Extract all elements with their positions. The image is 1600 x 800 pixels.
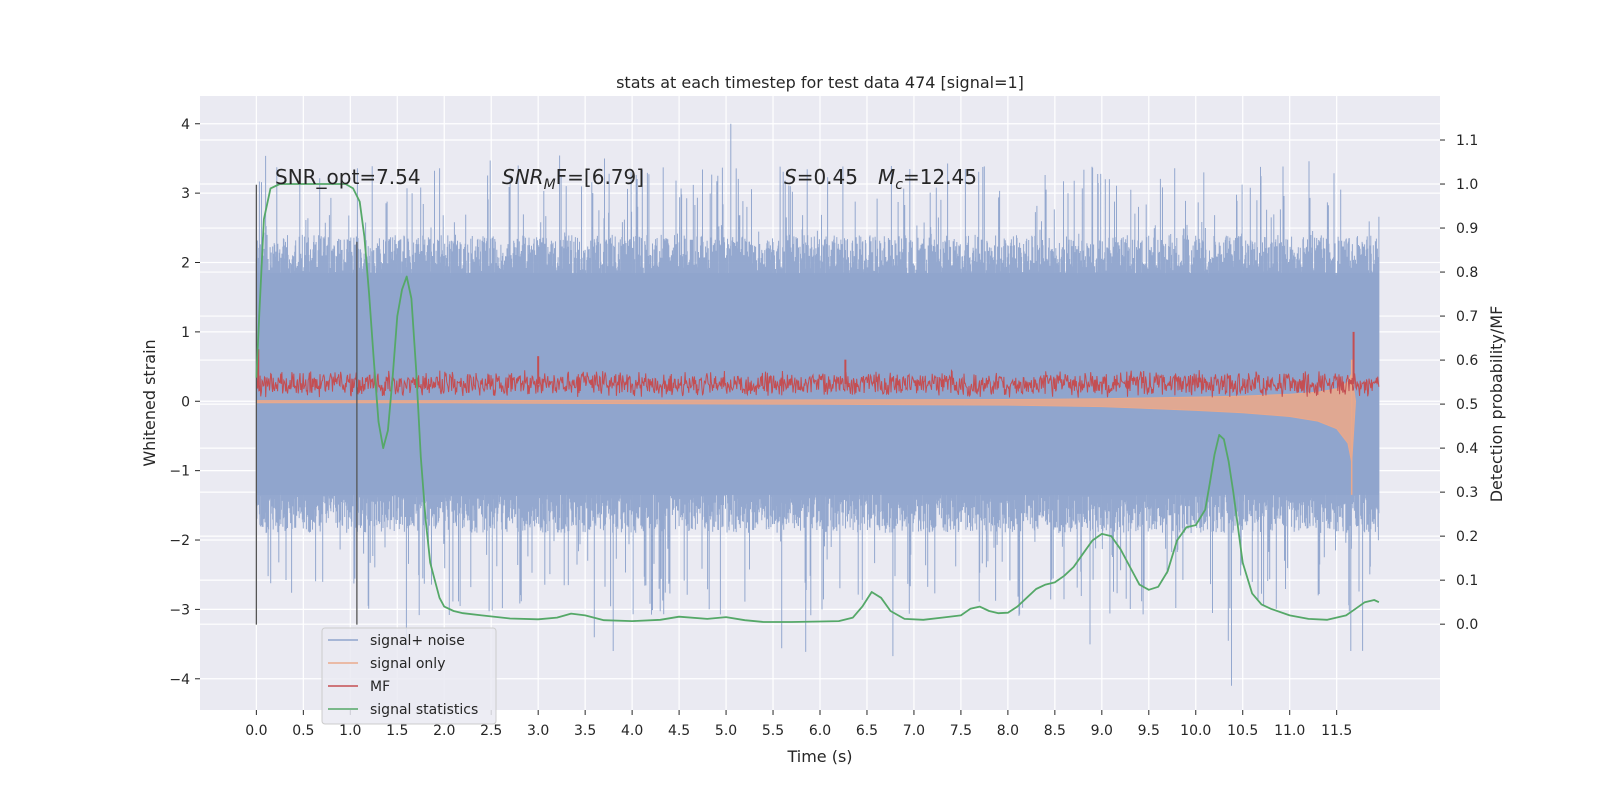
x-tick-label: 1.0 bbox=[339, 723, 361, 739]
y-tick-label-left: −1 bbox=[169, 464, 190, 480]
x-tick-label: 2.5 bbox=[480, 723, 502, 739]
x-tick-label: 7.5 bbox=[950, 723, 972, 739]
legend: signal+ noise signal only MF signal stat… bbox=[321, 627, 497, 725]
signal-statistics-series bbox=[255, 183, 1380, 623]
y-tick-label-right: 0.3 bbox=[1456, 485, 1478, 501]
snr-mf-italic: SNR bbox=[502, 165, 544, 189]
x-tick-label: 11.5 bbox=[1321, 723, 1352, 739]
s-value: =0.45 bbox=[797, 165, 858, 189]
y-tick-label-right: 0.8 bbox=[1456, 265, 1478, 281]
y-tick-label-right: 0.9 bbox=[1456, 221, 1478, 237]
x-tick-label: 5.0 bbox=[715, 723, 737, 739]
signal-statistics-line bbox=[255, 183, 1380, 623]
x-tick-label: 10.5 bbox=[1227, 723, 1258, 739]
snr-mf-value: F=[6.79] bbox=[556, 165, 644, 189]
y-tick-label-left: 1 bbox=[181, 325, 190, 341]
x-tick-label: 7.0 bbox=[903, 723, 925, 739]
x-tick-label: 4.5 bbox=[668, 723, 690, 739]
y-tick-label-left: −3 bbox=[169, 602, 190, 618]
x-tick-label: 11.0 bbox=[1274, 723, 1305, 739]
y-tick-label-right: 0.0 bbox=[1456, 617, 1478, 633]
snr-mf-subscript: M bbox=[544, 177, 556, 193]
mf-series bbox=[255, 331, 1380, 398]
x-tick-label: 3.0 bbox=[527, 723, 549, 739]
y-tick-label-right: 0.1 bbox=[1456, 573, 1478, 589]
legend-label-signal-noise: signal+ noise bbox=[370, 633, 465, 649]
y-tick-label-left: 0 bbox=[181, 394, 190, 410]
y-tick-label-left: −2 bbox=[169, 533, 190, 549]
s-italic: S bbox=[784, 165, 797, 189]
chart-title: stats at each timestep for test data 474… bbox=[616, 73, 1024, 92]
y-tick-label-right: 0.5 bbox=[1456, 397, 1478, 413]
y-tick-label-right: 0.4 bbox=[1456, 441, 1478, 457]
x-tick-label: 4.0 bbox=[621, 723, 643, 739]
x-tick-label: 8.5 bbox=[1044, 723, 1066, 739]
snr-opt-annotation: SNR_opt=7.54 bbox=[275, 165, 421, 189]
x-tick-label: 3.5 bbox=[574, 723, 596, 739]
y-axis-label-left: Whitened strain bbox=[140, 339, 159, 466]
mc-annotation: Mc=12.45 bbox=[878, 165, 977, 193]
y-tick-label-right: 1.0 bbox=[1456, 177, 1478, 193]
y-tick-label-left: −4 bbox=[169, 672, 190, 688]
x-tick-label: 9.0 bbox=[1091, 723, 1113, 739]
y-tick-label-left: 2 bbox=[181, 256, 190, 272]
x-tick-label: 8.0 bbox=[997, 723, 1019, 739]
mf-trace bbox=[255, 369, 1380, 398]
y-tick-label-left: 4 bbox=[181, 117, 190, 133]
legend-label-signal-statistics: signal statistics bbox=[370, 702, 478, 718]
x-tick-label: 2.0 bbox=[433, 723, 455, 739]
mc-italic: M bbox=[878, 165, 895, 189]
y-tick-label-right: 0.6 bbox=[1456, 353, 1478, 369]
vertical-markers bbox=[255, 184, 358, 625]
x-axis-label: Time (s) bbox=[786, 747, 852, 766]
x-tick-label: 9.5 bbox=[1138, 723, 1160, 739]
legend-label-signal-only: signal only bbox=[370, 656, 445, 672]
x-tick-label: 6.0 bbox=[809, 723, 831, 739]
y-axis-label-right: Detection probability/MF bbox=[1487, 306, 1506, 503]
y-tick-label-right: 1.1 bbox=[1456, 133, 1478, 149]
y-tick-label-left: 3 bbox=[181, 186, 190, 202]
x-tick-label: 10.0 bbox=[1180, 723, 1211, 739]
legend-label-mf: MF bbox=[370, 679, 390, 695]
mc-subscript: c bbox=[895, 177, 903, 193]
x-tick-label: 0.0 bbox=[245, 723, 267, 739]
y-tick-label-right: 0.2 bbox=[1456, 529, 1478, 545]
signal-only-chirp bbox=[255, 371, 1357, 463]
snr-mf-annotation: SNRMF=[6.79] bbox=[502, 165, 644, 193]
x-tick-label: 1.5 bbox=[386, 723, 408, 739]
x-tick-label: 6.5 bbox=[856, 723, 878, 739]
legend-box bbox=[321, 627, 497, 725]
y-tick-label-right: 0.7 bbox=[1456, 309, 1478, 325]
x-tick-label: 5.5 bbox=[762, 723, 784, 739]
x-tick-label: 0.5 bbox=[292, 723, 314, 739]
s-annotation: S=0.45 bbox=[784, 165, 858, 189]
tick-labels: 0.0 0.5 1.0 1.5 2.0 2.5 3.0 3.5 4.0 4.5 5.0 5.5 6.0 6… bbox=[169, 117, 1478, 739]
mc-value: =12.45 bbox=[903, 165, 977, 189]
